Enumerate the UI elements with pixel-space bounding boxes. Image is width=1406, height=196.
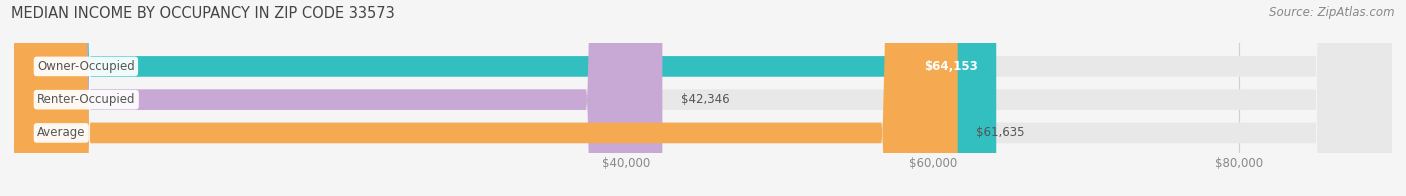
FancyBboxPatch shape <box>14 0 1392 196</box>
Text: Average: Average <box>37 126 86 139</box>
Text: Owner-Occupied: Owner-Occupied <box>37 60 135 73</box>
Text: Renter-Occupied: Renter-Occupied <box>37 93 135 106</box>
FancyBboxPatch shape <box>14 0 1392 196</box>
Text: Source: ZipAtlas.com: Source: ZipAtlas.com <box>1270 6 1395 19</box>
Text: $64,153: $64,153 <box>924 60 977 73</box>
Text: MEDIAN INCOME BY OCCUPANCY IN ZIP CODE 33573: MEDIAN INCOME BY OCCUPANCY IN ZIP CODE 3… <box>11 6 395 21</box>
FancyBboxPatch shape <box>14 0 1392 196</box>
FancyBboxPatch shape <box>14 0 662 196</box>
FancyBboxPatch shape <box>14 0 997 196</box>
Text: $42,346: $42,346 <box>681 93 730 106</box>
Text: $61,635: $61,635 <box>976 126 1025 139</box>
FancyBboxPatch shape <box>14 0 957 196</box>
